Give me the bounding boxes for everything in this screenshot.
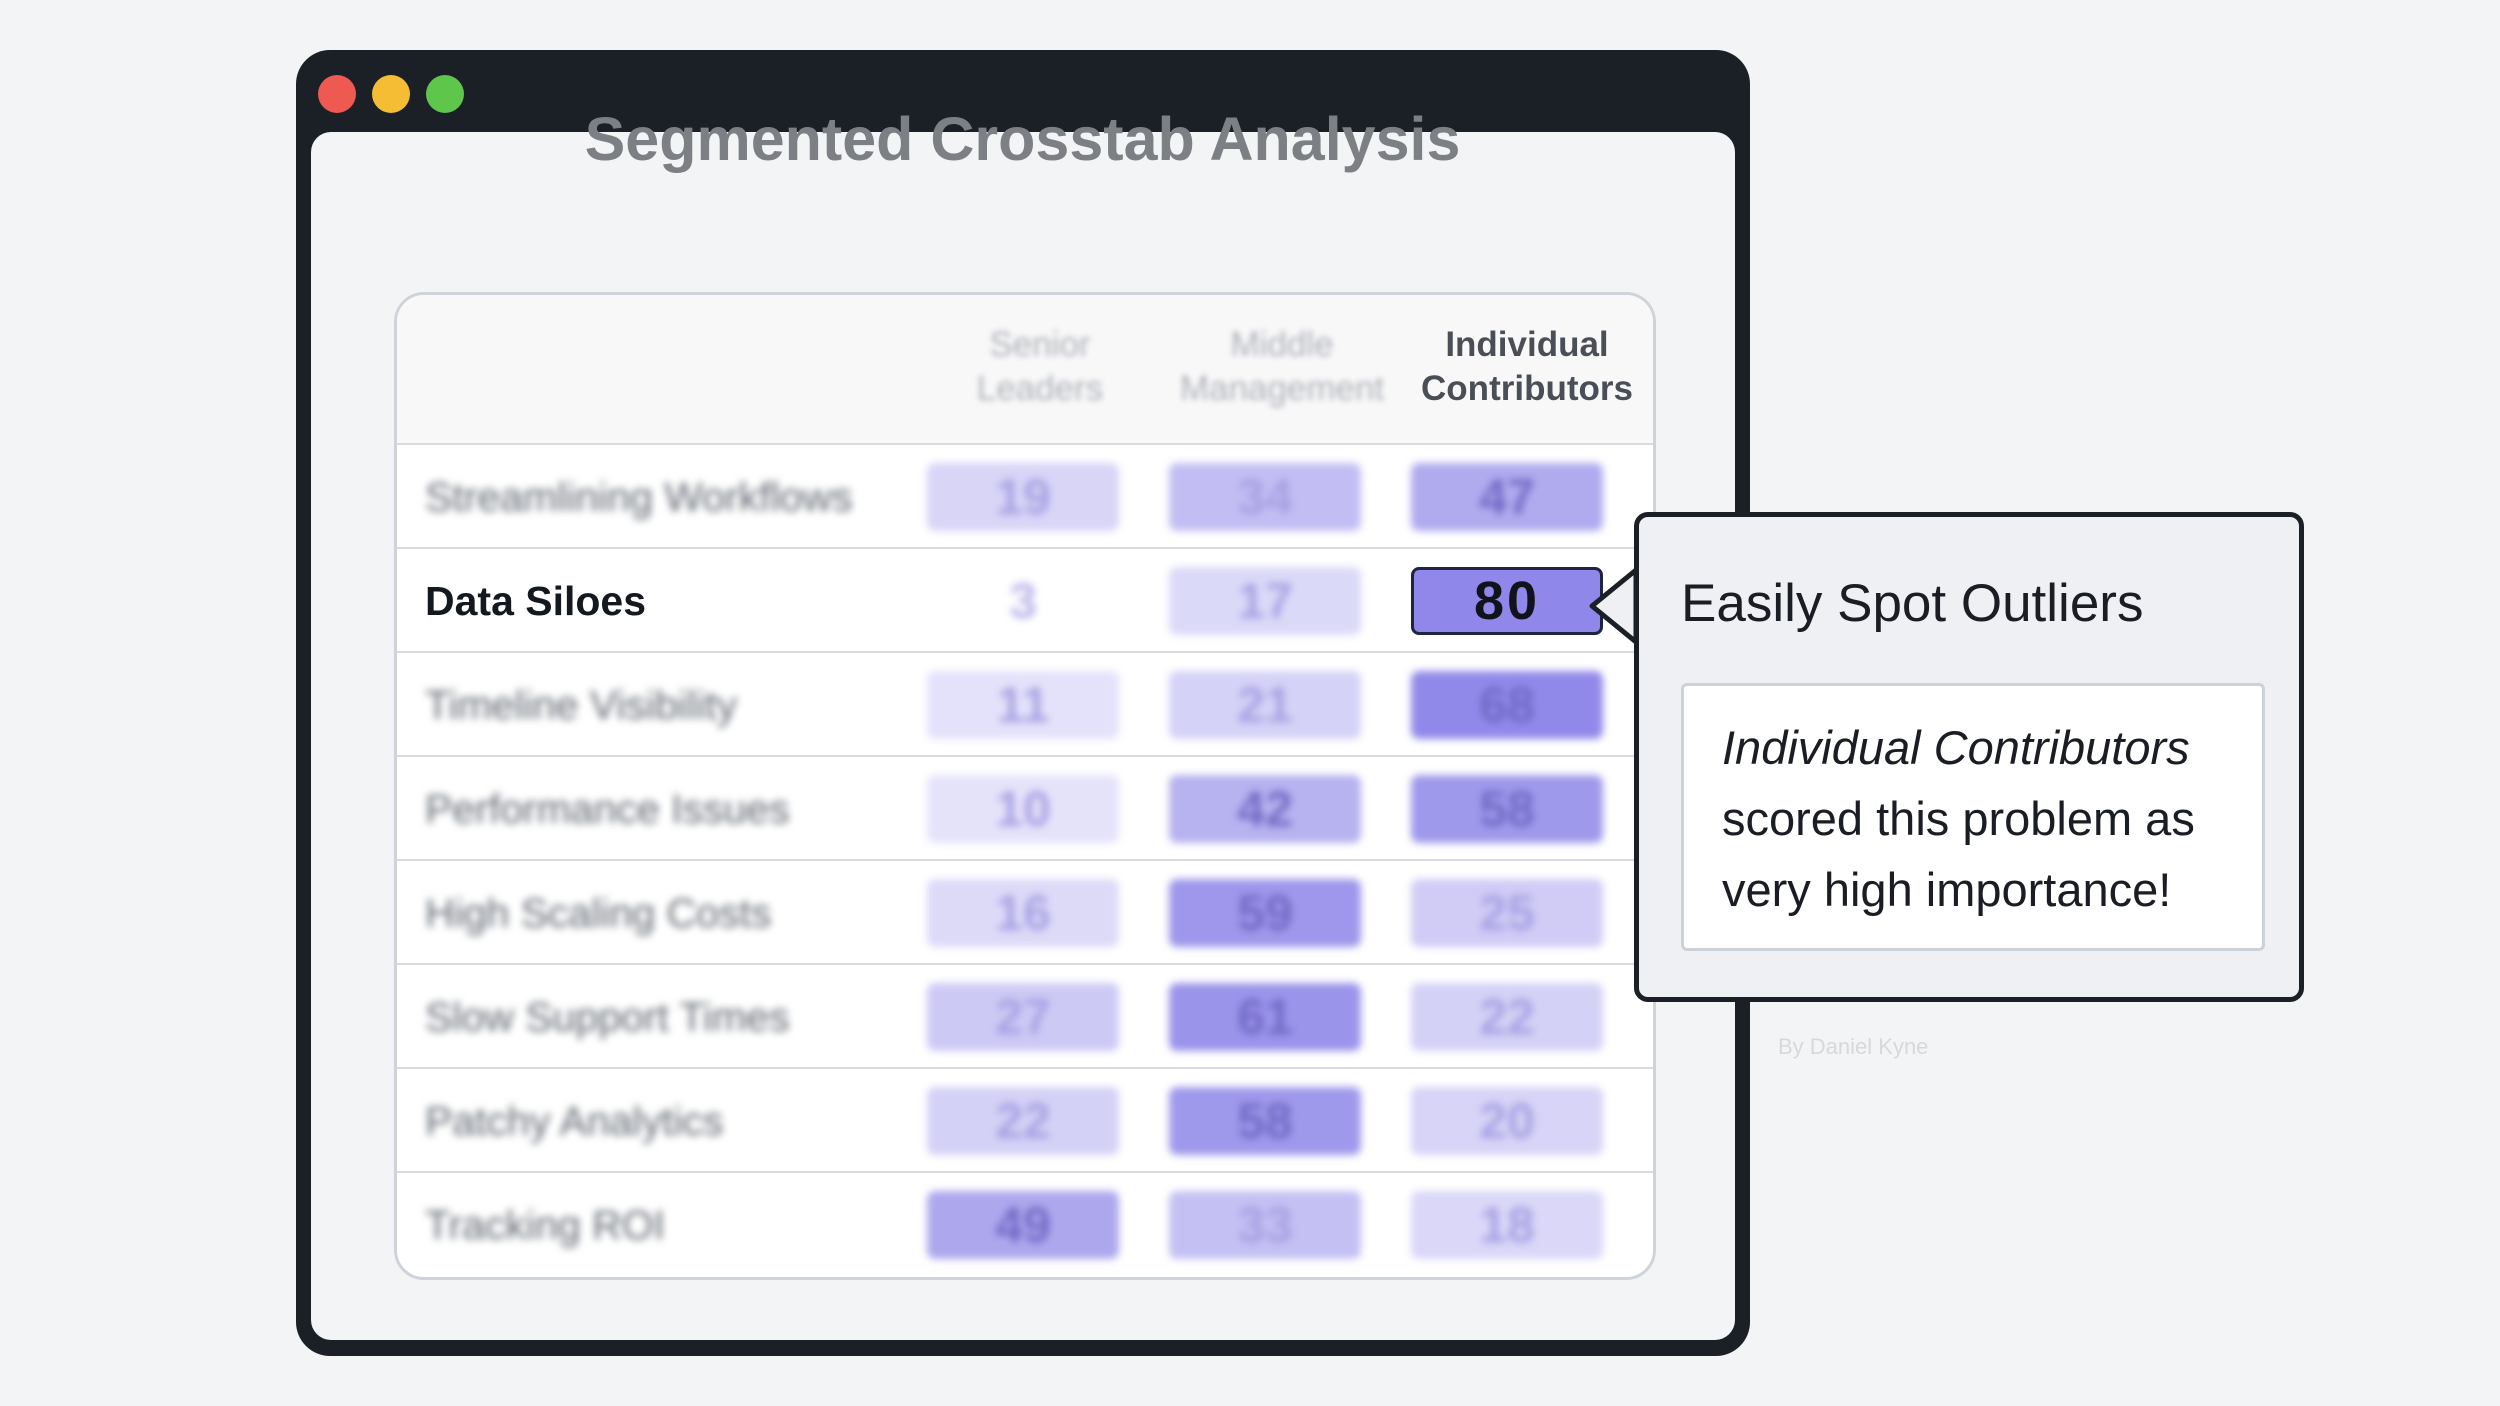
value-cell[interactable]: 58: [1169, 1087, 1361, 1155]
value-cell[interactable]: 33: [1169, 1191, 1361, 1259]
value-cell[interactable]: 80: [1411, 567, 1603, 635]
row-label: Streamlining Workflows: [425, 474, 853, 520]
value-cell[interactable]: 3: [1009, 573, 1037, 629]
row-label: Performance Issues: [425, 786, 790, 832]
table-row[interactable]: Streamlining Workflows 19 34 47: [397, 443, 1653, 547]
callout-title: Easily Spot Outliers: [1681, 574, 2144, 633]
callout-emphasis: Individual Contributors: [1722, 721, 2190, 774]
author-byline: By Daniel Kyne: [1778, 1034, 1929, 1059]
value-cell[interactable]: 16: [927, 879, 1119, 947]
value-cell[interactable]: 49: [927, 1191, 1119, 1259]
value-cell[interactable]: 27: [927, 983, 1119, 1051]
value-cell[interactable]: 25: [1411, 879, 1603, 947]
row-label: Patchy Analytics: [425, 1098, 724, 1144]
value-cell[interactable]: 34: [1169, 463, 1361, 531]
row-label: Data Siloes: [425, 578, 647, 624]
column-header-line: Middle: [1230, 325, 1334, 364]
value-cell[interactable]: 22: [1411, 983, 1603, 1051]
value-cell[interactable]: 19: [927, 463, 1119, 531]
row-label: Tracking ROI: [425, 1202, 665, 1248]
table-header: Senior Leaders Middle Management Individ…: [397, 295, 1653, 443]
callout-line: very high importance!: [1722, 863, 2172, 916]
column-header-line: Management: [1179, 369, 1385, 408]
value-cell[interactable]: 47: [1411, 463, 1603, 531]
value-cell[interactable]: 17: [1169, 567, 1361, 635]
value-cell[interactable]: 10: [927, 775, 1119, 843]
callout-note: Individual Contributors scored this prob…: [1681, 683, 2265, 951]
value-cell[interactable]: 42: [1169, 775, 1361, 843]
table-row[interactable]: Tracking ROI 49 33 18: [397, 1171, 1653, 1275]
table-row[interactable]: Patchy Analytics 22 58 20: [397, 1067, 1653, 1171]
table-row[interactable]: High Scaling Costs 16 59 25: [397, 859, 1653, 963]
value-cell[interactable]: 20: [1411, 1087, 1603, 1155]
maximize-window-button[interactable]: [426, 75, 464, 113]
minimize-window-button[interactable]: [372, 75, 410, 113]
value-cell[interactable]: 61: [1169, 983, 1361, 1051]
value-cell[interactable]: 21: [1169, 671, 1361, 739]
row-label: High Scaling Costs: [425, 890, 772, 936]
value-cell[interactable]: 18: [1411, 1191, 1603, 1259]
table-row[interactable]: Performance Issues 10 42 58: [397, 755, 1653, 859]
table-row[interactable]: Slow Support Times 27 61 22: [397, 963, 1653, 1067]
close-window-button[interactable]: [318, 75, 356, 113]
column-header-line: Individual: [1445, 325, 1609, 364]
value-cell[interactable]: 22: [927, 1087, 1119, 1155]
table-row[interactable]: Data Siloes 3 17 80: [397, 547, 1653, 651]
outlier-callout: Easily Spot Outliers Individual Contribu…: [1634, 512, 2304, 1002]
crosstab-table: Senior Leaders Middle Management Individ…: [394, 292, 1656, 1280]
callout-line: scored this problem as: [1722, 792, 2195, 845]
column-header-line: Leaders: [976, 369, 1104, 408]
value-cell[interactable]: 68: [1411, 671, 1603, 739]
column-header-individual-contributors[interactable]: Individual Contributors: [1397, 323, 1653, 411]
column-header-senior-leaders[interactable]: Senior Leaders: [915, 323, 1165, 411]
value-cell[interactable]: 59: [1169, 879, 1361, 947]
table-row[interactable]: Timeline Visibility 11 21 68: [397, 651, 1653, 755]
column-header-line: Contributors: [1421, 369, 1633, 408]
column-header-middle-management[interactable]: Middle Management: [1152, 323, 1412, 411]
value-cell[interactable]: 11: [927, 671, 1119, 739]
value-cell[interactable]: 58: [1411, 775, 1603, 843]
row-label: Slow Support Times: [425, 994, 790, 1040]
page-title: Segmented Crosstab Analysis: [584, 105, 1461, 173]
row-label: Timeline Visibility: [425, 682, 738, 728]
column-header-line: Senior: [989, 325, 1091, 364]
